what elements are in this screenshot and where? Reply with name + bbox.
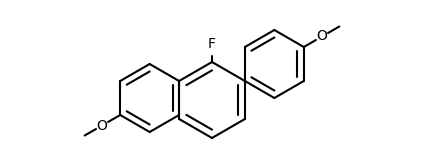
Text: F: F <box>208 37 216 51</box>
Text: O: O <box>317 30 327 43</box>
Text: O: O <box>97 118 107 132</box>
